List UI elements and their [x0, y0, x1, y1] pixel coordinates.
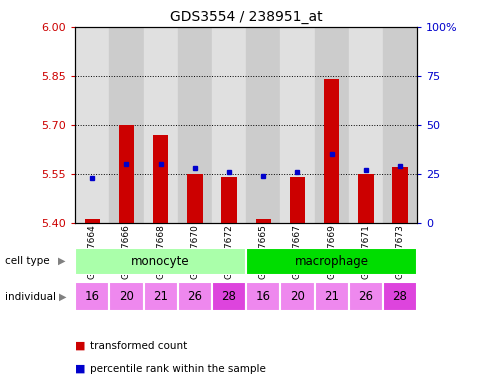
- Bar: [221, 177, 236, 223]
- Bar: [348, 27, 382, 223]
- Text: ▶: ▶: [60, 291, 67, 302]
- Bar: [245, 282, 280, 311]
- Bar: [245, 27, 280, 223]
- Bar: [314, 27, 348, 223]
- Bar: [84, 219, 100, 223]
- Text: 28: 28: [221, 290, 236, 303]
- Bar: [348, 282, 382, 311]
- Bar: [109, 27, 143, 223]
- Bar: [152, 134, 168, 223]
- Bar: [177, 27, 212, 223]
- Bar: [177, 282, 212, 311]
- Bar: [119, 125, 134, 223]
- Bar: [314, 282, 348, 311]
- Bar: [143, 27, 177, 223]
- Bar: [289, 177, 304, 223]
- Text: ■: ■: [75, 364, 86, 374]
- Bar: [357, 174, 373, 223]
- Text: monocyte: monocyte: [131, 255, 190, 268]
- Bar: [212, 27, 245, 223]
- Bar: [245, 248, 416, 275]
- Bar: [75, 27, 109, 223]
- Text: macrophage: macrophage: [294, 255, 368, 268]
- Text: cell type: cell type: [5, 256, 49, 266]
- Text: 20: 20: [289, 290, 304, 303]
- Text: ▶: ▶: [58, 256, 65, 266]
- Text: individual: individual: [5, 291, 56, 302]
- Bar: [323, 79, 339, 223]
- Bar: [382, 282, 416, 311]
- Text: 16: 16: [85, 290, 100, 303]
- Bar: [143, 282, 177, 311]
- Bar: [280, 27, 314, 223]
- Bar: [255, 219, 271, 223]
- Text: 21: 21: [153, 290, 168, 303]
- Bar: [75, 282, 109, 311]
- Bar: [75, 248, 245, 275]
- Bar: [109, 282, 143, 311]
- Text: 26: 26: [187, 290, 202, 303]
- Text: 26: 26: [358, 290, 373, 303]
- Text: percentile rank within the sample: percentile rank within the sample: [90, 364, 265, 374]
- Bar: [280, 282, 314, 311]
- Text: 28: 28: [392, 290, 407, 303]
- Text: transformed count: transformed count: [90, 341, 187, 351]
- Text: 16: 16: [255, 290, 270, 303]
- Bar: [212, 282, 245, 311]
- Bar: [382, 27, 416, 223]
- Text: 21: 21: [323, 290, 338, 303]
- Text: ■: ■: [75, 341, 86, 351]
- Text: 20: 20: [119, 290, 134, 303]
- Title: GDS3554 / 238951_at: GDS3554 / 238951_at: [169, 10, 322, 25]
- Bar: [187, 174, 202, 223]
- Bar: [392, 167, 407, 223]
